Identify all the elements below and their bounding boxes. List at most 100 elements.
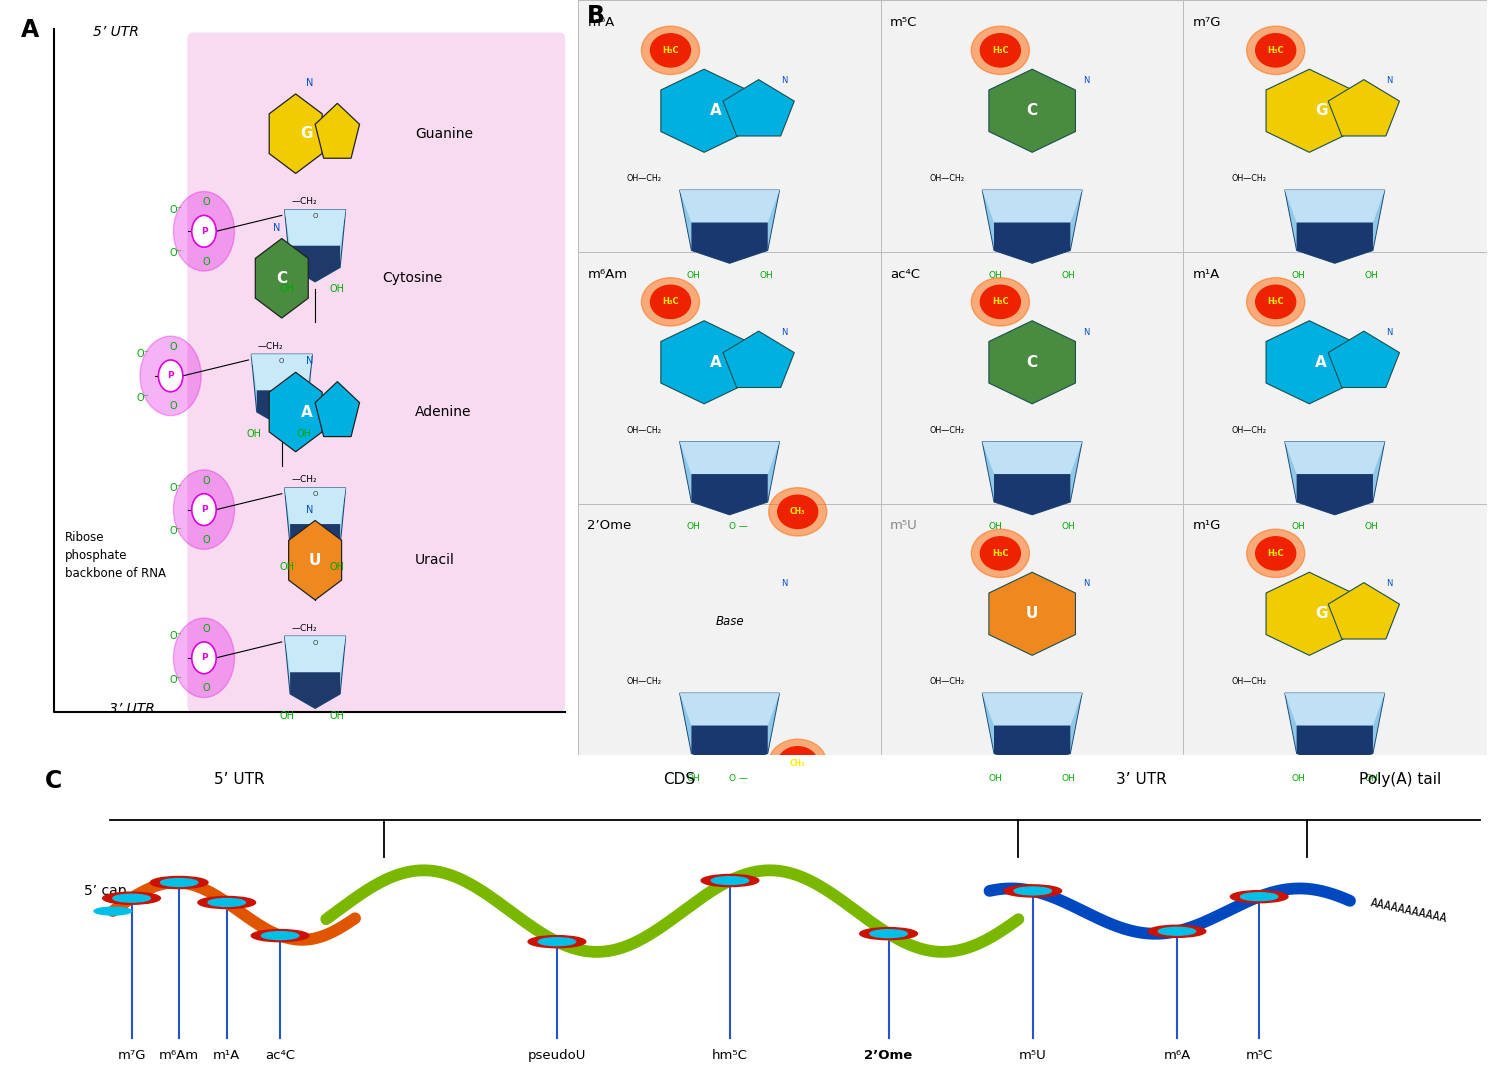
Text: OH: OH [759,271,774,279]
Polygon shape [315,104,359,159]
Text: O⁻: O⁻ [170,674,183,684]
Text: m⁷G: m⁷G [1193,16,1221,29]
Text: O: O [312,640,318,645]
Polygon shape [1284,190,1385,263]
Text: P: P [201,505,207,514]
Text: N: N [1083,579,1090,588]
Circle shape [981,33,1020,67]
Polygon shape [661,69,748,152]
Text: OH: OH [330,284,345,295]
Text: N: N [1386,328,1392,337]
Text: N: N [781,76,787,85]
Text: H₃C: H₃C [991,45,1009,55]
Text: H₃C: H₃C [1268,45,1284,55]
Polygon shape [315,382,359,437]
Polygon shape [982,693,1081,766]
Text: m⁶Am: m⁶Am [587,268,628,281]
Polygon shape [982,190,1081,222]
Text: O: O [203,476,210,486]
Polygon shape [1296,222,1373,263]
Polygon shape [1284,441,1385,515]
Circle shape [1148,926,1206,938]
Circle shape [192,642,216,673]
Text: OH: OH [246,428,261,439]
Text: Guanine: Guanine [415,126,473,140]
Text: O: O [279,357,284,364]
Text: H₃C: H₃C [991,298,1009,306]
Polygon shape [691,222,768,263]
Text: O⁻: O⁻ [170,248,183,258]
Text: OH—CH₂: OH—CH₂ [930,426,964,435]
Text: O: O [203,683,210,693]
Text: CH₃: CH₃ [790,759,805,768]
Text: O⁻: O⁻ [170,483,183,493]
Text: O —: O — [728,774,748,783]
Text: O: O [203,257,210,267]
Text: OH: OH [1292,774,1305,783]
Text: N: N [272,222,279,233]
Text: —CH₂: —CH₂ [291,197,317,206]
Circle shape [113,894,150,902]
Text: O: O [203,624,210,633]
Circle shape [972,26,1029,74]
Polygon shape [257,391,306,426]
Circle shape [161,878,198,887]
Text: A: A [710,104,722,119]
Circle shape [158,360,183,392]
Text: O⁻: O⁻ [137,393,149,402]
Text: OH—CH₂: OH—CH₂ [930,678,964,686]
Polygon shape [1284,693,1385,766]
Polygon shape [1296,474,1373,515]
Text: O: O [170,342,177,352]
Text: C: C [1026,355,1038,370]
Text: OH: OH [1292,522,1305,531]
Text: OH: OH [279,562,294,573]
Circle shape [981,536,1020,570]
Circle shape [251,930,309,942]
Text: m⁶A: m⁶A [587,16,614,29]
FancyBboxPatch shape [188,32,565,712]
Text: OH: OH [279,711,294,721]
Circle shape [641,277,700,326]
Polygon shape [722,331,795,387]
Circle shape [1230,890,1289,903]
Text: O⁻: O⁻ [170,631,183,641]
Text: N: N [1386,579,1392,588]
Circle shape [207,899,245,906]
Circle shape [192,216,216,247]
Text: OH: OH [1364,271,1377,279]
Text: m¹A: m¹A [213,1049,240,1062]
Circle shape [972,277,1029,326]
Polygon shape [679,693,780,725]
Text: H₃C: H₃C [662,298,679,306]
Circle shape [981,285,1020,318]
Text: CH₃: CH₃ [790,507,805,517]
Text: OH—CH₂: OH—CH₂ [626,678,661,686]
Text: AAAAAAAAAAA: AAAAAAAAAAA [1368,897,1448,926]
Text: OH—CH₂: OH—CH₂ [626,426,661,435]
Polygon shape [988,320,1075,404]
Polygon shape [269,94,321,174]
Text: m¹G: m¹G [1193,519,1221,532]
Text: O: O [312,213,318,219]
Text: OH—CH₂: OH—CH₂ [1232,426,1266,435]
Polygon shape [722,80,795,136]
Text: OH—CH₂: OH—CH₂ [1232,678,1266,686]
Text: N: N [1386,76,1392,85]
Circle shape [1256,33,1296,67]
Circle shape [150,876,207,888]
Text: OH: OH [988,774,1003,783]
Text: Cytosine: Cytosine [382,271,442,285]
Circle shape [1247,529,1305,577]
Text: OH: OH [1062,271,1075,279]
Text: O —: O — [728,522,748,531]
Text: OH: OH [296,428,311,439]
Text: A: A [21,18,39,42]
Text: OH: OH [1364,774,1377,783]
Polygon shape [679,693,780,766]
Polygon shape [994,474,1071,515]
Polygon shape [661,320,748,404]
Text: hm⁵C: hm⁵C [712,1049,748,1062]
Text: OH: OH [1062,774,1075,783]
Polygon shape [284,209,345,246]
